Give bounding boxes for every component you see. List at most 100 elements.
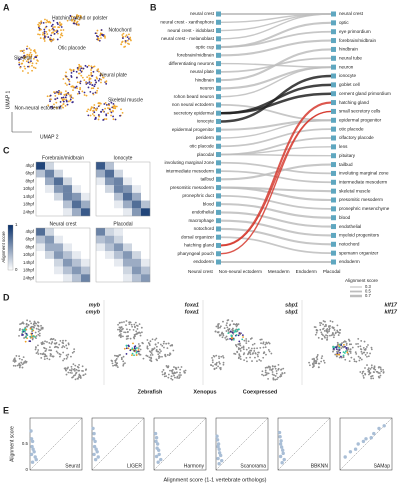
cell-dot	[60, 91, 63, 94]
cell-dot	[169, 352, 171, 355]
cell-dot	[349, 348, 352, 351]
cell-dot	[38, 21, 41, 24]
cell-dot	[33, 326, 35, 329]
cell-dot	[237, 323, 240, 326]
cell-dot	[59, 355, 61, 358]
alignment-link	[220, 128, 332, 148]
cell-dot	[19, 364, 22, 367]
heatmap-cell	[54, 258, 64, 267]
cell-dot	[30, 55, 33, 58]
cell-dot	[105, 114, 108, 117]
cell-dot	[50, 337, 53, 340]
cell-dot	[43, 35, 46, 38]
cell-dot	[353, 358, 356, 361]
cell-dot	[124, 45, 127, 48]
cell-dot	[89, 90, 92, 93]
cell-dot	[249, 338, 252, 340]
alignment-link	[220, 110, 332, 246]
node	[331, 206, 336, 212]
cell-dot	[321, 333, 323, 336]
cell-dot	[365, 346, 368, 348]
cell-dot	[273, 374, 275, 377]
heatmap-cell	[96, 228, 106, 236]
cell-dot	[34, 52, 37, 54]
cell-dot	[149, 351, 152, 353]
point	[278, 442, 283, 446]
cell-dot	[96, 29, 99, 32]
cell-dot	[26, 319, 29, 322]
node	[216, 193, 221, 199]
cell-dot	[119, 321, 121, 324]
cell-dot	[324, 320, 326, 323]
heatmap-cell	[114, 169, 124, 178]
point	[361, 439, 366, 444]
node-label: olfactory placode	[339, 135, 374, 140]
node	[216, 77, 221, 83]
cell-dot	[25, 360, 28, 363]
cell-dot	[380, 370, 383, 373]
heatmap-cell	[36, 274, 46, 283]
cell-dot	[345, 344, 348, 346]
node	[331, 38, 336, 44]
cell-dot	[97, 87, 99, 90]
cell-dot	[163, 373, 166, 376]
cell-dot	[342, 354, 345, 357]
cell-dot	[22, 321, 24, 324]
heatmap-cell	[96, 251, 106, 259]
heatmap-cell	[141, 243, 151, 252]
cell-dot	[41, 326, 44, 329]
cell-dot	[375, 370, 378, 373]
alignment-link	[220, 119, 332, 139]
cell-dot	[90, 87, 93, 90]
cell-dot	[90, 69, 92, 71]
cell-dot	[71, 101, 74, 104]
cell-dot	[23, 362, 25, 365]
cell-dot	[362, 347, 365, 349]
heatmap-cell	[72, 251, 82, 259]
cell-dot	[90, 72, 93, 74]
cell-dot	[322, 320, 325, 322]
cell-dot	[326, 330, 329, 332]
cell-dot	[369, 371, 372, 374]
point	[372, 431, 376, 436]
cell-dot	[242, 348, 245, 351]
heatmap-cell	[45, 192, 55, 201]
heatmap-cell	[114, 185, 124, 193]
cell-dot	[95, 81, 98, 84]
cell-dot	[51, 107, 54, 110]
cluster-label: Hatching gland or polster	[52, 15, 108, 21]
heatmap-cell	[36, 208, 46, 217]
node-label: otic placode	[189, 143, 214, 148]
heatmap-cell	[54, 162, 64, 170]
cell-dot	[157, 341, 160, 344]
cell-dot	[19, 50, 22, 52]
node-label: secretory epidermal	[174, 110, 214, 115]
heatmap-cell	[36, 266, 46, 275]
cell-dot	[338, 331, 341, 334]
cell-dot	[226, 322, 228, 325]
point	[155, 442, 160, 446]
cell-dot	[23, 49, 25, 52]
cell-dot	[73, 369, 76, 372]
heatmap-cell	[132, 258, 142, 267]
cell-dot	[19, 66, 22, 69]
legend-tick: 0.3	[365, 284, 371, 289]
cell-dot	[14, 364, 17, 367]
cell-dot	[128, 328, 131, 331]
cell-dot	[73, 374, 75, 377]
row-label: 18hpf	[23, 268, 35, 273]
cell-dot	[87, 86, 90, 89]
heatmap-cell	[96, 235, 106, 244]
cell-dot	[105, 104, 108, 106]
node	[216, 201, 221, 207]
node	[216, 259, 221, 265]
row-label: 24hpf	[23, 275, 35, 280]
node-label: neuron	[200, 86, 215, 91]
point	[217, 447, 221, 451]
cell-dot	[78, 369, 81, 372]
legend-entry: Non-neural ectoderm	[219, 269, 262, 274]
node-label: neural crest	[339, 11, 364, 16]
cell-dot	[115, 358, 118, 360]
cell-dot	[125, 347, 128, 350]
cell-dot	[37, 353, 40, 355]
